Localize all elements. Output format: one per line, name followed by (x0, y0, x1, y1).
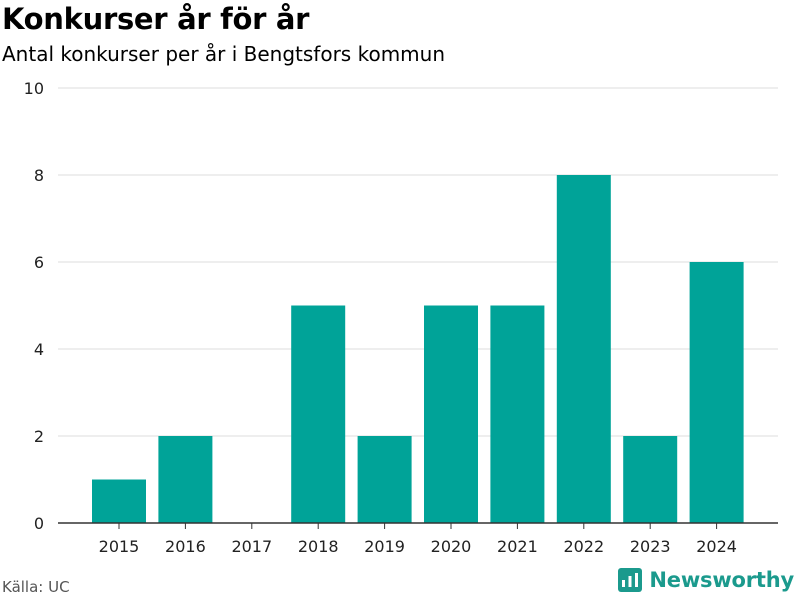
x-tick-label: 2024 (696, 537, 737, 556)
brand-name: Newsworthy (649, 568, 794, 592)
x-tick-label: 2019 (364, 537, 405, 556)
x-tick-label: 2022 (563, 537, 604, 556)
bar-2021 (490, 305, 545, 523)
bar-2019 (357, 436, 412, 523)
y-tick-label: 4 (34, 340, 44, 359)
x-tick-label: 2015 (99, 537, 140, 556)
source-note: Källa: UC (2, 578, 70, 596)
bar-2015 (92, 479, 146, 523)
x-tick-label: 2016 (165, 537, 206, 556)
y-tick-label: 2 (34, 427, 44, 446)
chart-title: Konkurser år för år (2, 2, 310, 36)
bars (92, 175, 744, 523)
x-tick-label: 2020 (431, 537, 472, 556)
x-tick-label: 2017 (231, 537, 272, 556)
bar-2018 (291, 305, 346, 523)
y-tick-label: 10 (24, 79, 44, 98)
x-tick-label: 2021 (497, 537, 538, 556)
grid-lines (58, 87, 778, 437)
x-tick-label: 2023 (630, 537, 671, 556)
bar-2022 (556, 175, 611, 523)
newsworthy-logo-icon (618, 568, 643, 592)
x-axis-ticks: 2015 2016 2017 2018 2019 2020 2021 2022 2023 2024 (99, 523, 737, 556)
y-tick-label: 8 (34, 166, 44, 185)
y-tick-label: 6 (34, 253, 44, 272)
brand-logo[interactable]: Newsworthy (618, 568, 794, 592)
bar-2020 (424, 305, 478, 523)
chart-subtitle: Antal konkurser per år i Bengtsfors komm… (2, 42, 446, 66)
bar-2016 (158, 436, 213, 523)
x-tick-label: 2018 (298, 537, 339, 556)
bar-2023 (623, 436, 678, 523)
bar-2024 (689, 262, 744, 523)
y-tick-label: 0 (34, 514, 44, 533)
y-axis-ticks: 0 2 4 6 8 10 (24, 79, 44, 533)
